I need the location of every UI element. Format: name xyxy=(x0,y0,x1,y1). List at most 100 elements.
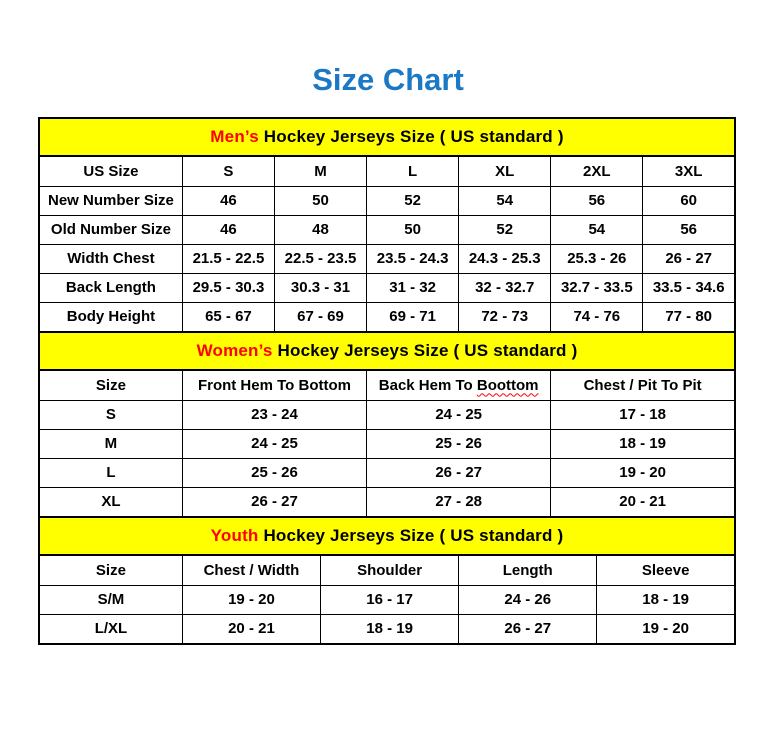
column-header: Front Hem To Bottom xyxy=(181,369,368,401)
data-cell: 26 - 27 xyxy=(366,457,552,488)
column-header: Back Hem To Boottom xyxy=(366,369,552,401)
row-label: XL xyxy=(38,486,183,518)
data-cell: 52 xyxy=(458,214,552,245)
data-cell: 23.5 - 24.3 xyxy=(366,243,460,274)
data-cell: 50 xyxy=(273,185,368,216)
data-cell: 48 xyxy=(273,214,368,245)
table-row: Back Length 29.5 - 30.3 30.3 - 31 31 - 32 32… xyxy=(38,272,736,303)
section-band-row: Men’s Hockey Jerseys Size ( US standard … xyxy=(38,116,736,157)
section-title-highlight: Women’s xyxy=(196,340,273,360)
data-cell: 60 xyxy=(642,185,736,216)
section-title-rest: Hockey Jerseys Size ( US standard ) xyxy=(258,126,564,146)
data-cell: 31 - 32 xyxy=(366,272,460,303)
data-cell: 54 xyxy=(458,185,552,216)
size-table-womens: Women’s Hockey Jerseys Size ( US standar… xyxy=(38,330,736,518)
data-cell: 19 - 20 xyxy=(596,613,736,645)
column-header: M xyxy=(273,155,368,187)
section-band-row: Women’s Hockey Jerseys Size ( US standar… xyxy=(38,330,736,371)
column-header: 2XL xyxy=(550,155,644,187)
row-label: L/XL xyxy=(38,613,183,645)
data-cell: 20 - 21 xyxy=(550,486,736,518)
data-cell: 19 - 20 xyxy=(550,457,736,488)
data-cell: 33.5 - 34.6 xyxy=(642,272,736,303)
size-column-header: Size xyxy=(38,369,183,401)
data-cell: 21.5 - 22.5 xyxy=(181,243,275,274)
section-band: Men’s Hockey Jerseys Size ( US standard … xyxy=(38,116,736,157)
column-header: L xyxy=(366,155,460,187)
section-band-row: Youth Hockey Jerseys Size ( US standard … xyxy=(38,515,736,556)
table-row: XL 26 - 27 27 - 28 20 - 21 xyxy=(38,486,736,518)
data-cell: 19 - 20 xyxy=(181,584,322,615)
page-title: Size Chart xyxy=(312,62,464,97)
data-cell: 25.3 - 26 xyxy=(550,243,644,274)
table-row: Width Chest 21.5 - 22.5 22.5 - 23.5 23.5 - … xyxy=(38,243,736,274)
size-table-youth: Youth Hockey Jerseys Size ( US standard … xyxy=(38,515,736,645)
data-cell: 24 - 25 xyxy=(181,428,368,459)
data-cell: 26 - 27 xyxy=(642,243,736,274)
data-cell: 54 xyxy=(550,214,644,245)
row-label: S xyxy=(38,399,183,430)
column-header-row: US Size S M L XL 2XL 3XL xyxy=(38,155,736,187)
data-cell: 27 - 28 xyxy=(366,486,552,518)
row-label: Back Length xyxy=(38,272,183,303)
data-cell: 18 - 19 xyxy=(550,428,736,459)
data-cell: 17 - 18 xyxy=(550,399,736,430)
section-band: Women’s Hockey Jerseys Size ( US standar… xyxy=(38,330,736,371)
data-cell: 77 - 80 xyxy=(642,301,736,333)
table-row: S 23 - 24 24 - 25 17 - 18 xyxy=(38,399,736,430)
data-cell: 25 - 26 xyxy=(181,457,368,488)
data-cell: 52 xyxy=(366,185,460,216)
data-cell: 56 xyxy=(642,214,736,245)
row-label: L xyxy=(38,457,183,488)
data-cell: 56 xyxy=(550,185,644,216)
data-cell: 29.5 - 30.3 xyxy=(181,272,275,303)
column-header: Shoulder xyxy=(320,554,460,586)
data-cell: 25 - 26 xyxy=(366,428,552,459)
size-table-mens: Men’s Hockey Jerseys Size ( US standard … xyxy=(38,116,736,333)
section-title-rest: Hockey Jerseys Size ( US standard ) xyxy=(272,340,578,360)
section-title-highlight: Men’s xyxy=(210,126,259,146)
row-label: Body Height xyxy=(38,301,183,333)
data-cell: 23 - 24 xyxy=(181,399,368,430)
row-label: Width Chest xyxy=(38,243,183,274)
data-cell: 24.3 - 25.3 xyxy=(458,243,552,274)
section-band: Youth Hockey Jerseys Size ( US standard … xyxy=(38,515,736,556)
data-cell: 26 - 27 xyxy=(181,486,368,518)
row-label: S/M xyxy=(38,584,183,615)
header-text: Back Hem To xyxy=(378,376,477,394)
table-row: Body Height 65 - 67 67 - 69 69 - 71 72 - 73 7… xyxy=(38,301,736,333)
size-column-header: US Size xyxy=(38,155,183,187)
misspelled-word: Boottom xyxy=(476,376,539,394)
table-row: L 25 - 26 26 - 27 19 - 20 xyxy=(38,457,736,488)
column-header: Length xyxy=(458,554,598,586)
data-cell: 30.3 - 31 xyxy=(273,272,368,303)
column-header: S xyxy=(181,155,275,187)
column-header: 3XL xyxy=(642,155,736,187)
size-chart-document: Size Chart Men’s Hockey Jerseys Size ( U… xyxy=(0,62,776,645)
row-label: Old Number Size xyxy=(38,214,183,245)
table-row: New Number Size 46 50 52 54 56 60 xyxy=(38,185,736,216)
data-cell: 46 xyxy=(181,214,275,245)
data-cell: 16 - 17 xyxy=(320,584,460,615)
column-header-row: Size Front Hem To Bottom Back Hem To Boott… xyxy=(38,369,736,401)
data-cell: 24 - 26 xyxy=(458,584,598,615)
size-column-header: Size xyxy=(38,554,183,586)
row-label: M xyxy=(38,428,183,459)
data-cell: 65 - 67 xyxy=(181,301,275,333)
table-row: S/M 19 - 20 16 - 17 24 - 26 18 - 19 xyxy=(38,584,736,615)
data-cell: 32.7 - 33.5 xyxy=(550,272,644,303)
section-title-highlight: Youth xyxy=(210,525,259,545)
data-cell: 67 - 69 xyxy=(273,301,368,333)
data-cell: 18 - 19 xyxy=(596,584,736,615)
data-cell: 18 - 19 xyxy=(320,613,460,645)
data-cell: 22.5 - 23.5 xyxy=(273,243,368,274)
column-header: Chest / Pit To Pit xyxy=(550,369,736,401)
column-header: Chest / Width xyxy=(181,554,322,586)
data-cell: 50 xyxy=(366,214,460,245)
data-cell: 72 - 73 xyxy=(458,301,552,333)
data-cell: 26 - 27 xyxy=(458,613,598,645)
table-row: Old Number Size 46 48 50 52 54 56 xyxy=(38,214,736,245)
data-cell: 46 xyxy=(181,185,275,216)
section-title-rest: Hockey Jerseys Size ( US standard ) xyxy=(258,525,564,545)
row-label: New Number Size xyxy=(38,185,183,216)
